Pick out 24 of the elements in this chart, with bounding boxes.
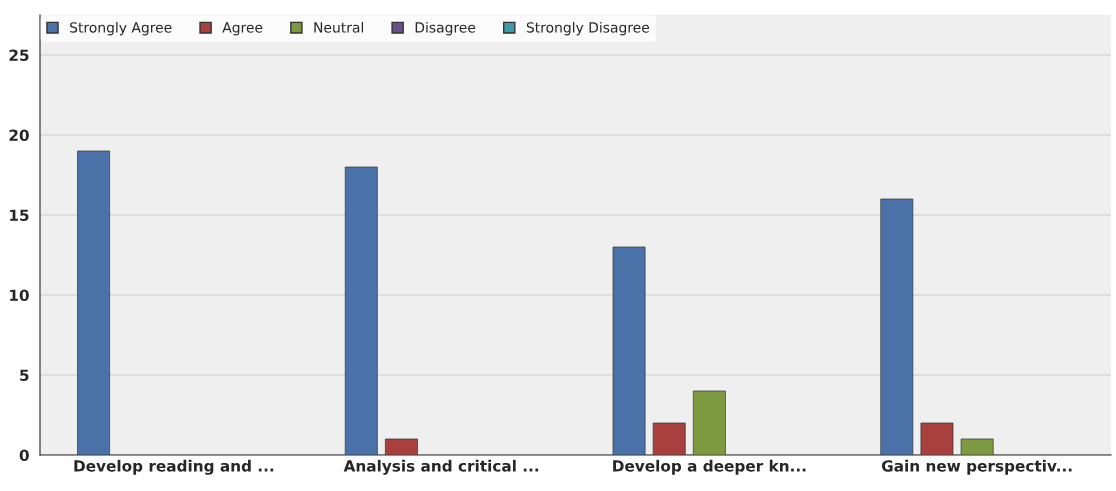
bar (344, 166, 378, 455)
legend-label: Agree (222, 22, 263, 36)
legend-label: Strongly Agree (70, 21, 172, 36)
bar (652, 422, 686, 455)
x-tick-label: Gain new perspectiv... (881, 459, 1072, 475)
bar (385, 438, 418, 455)
legend-label: Strongly Disagree (526, 21, 650, 36)
legend-label: Neutral (314, 21, 364, 33)
bar (960, 438, 994, 455)
x-tick-label: Analysis and critical ... (343, 459, 539, 475)
bar (880, 198, 914, 455)
bar (612, 246, 646, 455)
y-tick-label: 0 (19, 449, 29, 462)
x-tick-label: Develop reading and ... (74, 459, 274, 475)
y-tick-label: 15 (10, 209, 29, 222)
bar (77, 150, 110, 455)
y-tick-label: 10 (10, 289, 29, 302)
bar (692, 390, 726, 455)
y-tick-label: 25 (9, 49, 29, 62)
y-tick-label: 20 (9, 129, 29, 142)
y-tick-label: 5 (20, 369, 29, 382)
bar (920, 422, 954, 455)
x-tick-label: Develop a deeper kn... (613, 459, 806, 475)
legend-label: Disagree (415, 21, 476, 36)
